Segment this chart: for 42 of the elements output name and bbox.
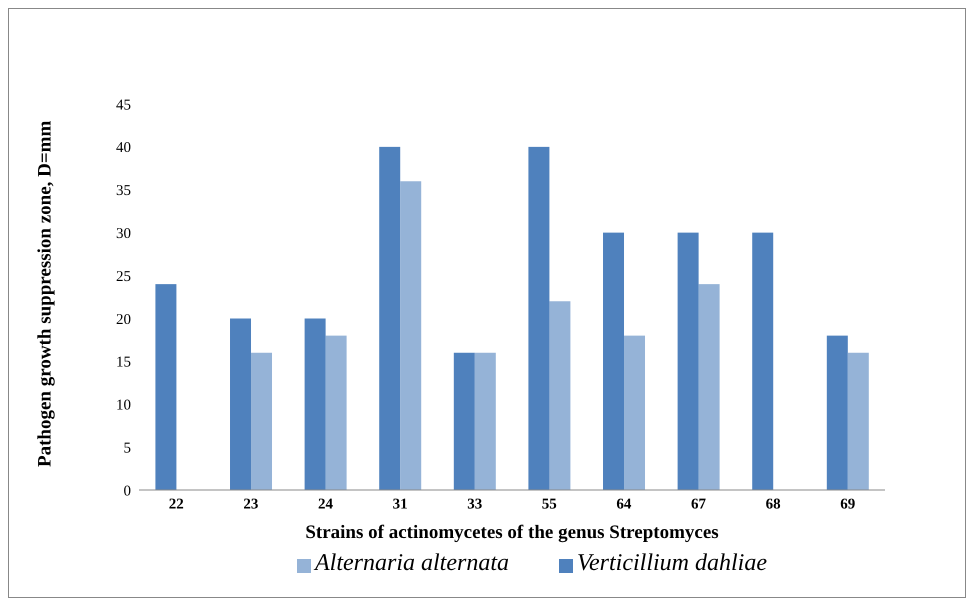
x-tick-label: 23 xyxy=(243,496,258,513)
bar xyxy=(304,318,326,490)
bar xyxy=(603,232,624,490)
x-tick-label: 55 xyxy=(542,496,557,513)
bar xyxy=(454,352,475,490)
x-tick-label: 64 xyxy=(616,496,632,513)
x-tick-label: 69 xyxy=(840,496,856,513)
y-tick-label: 35 xyxy=(116,183,131,200)
bar xyxy=(400,181,422,490)
x-axis-title: Strains of actinomycetes of the genus Streptomyces xyxy=(305,522,719,543)
x-tick-label: 31 xyxy=(392,496,408,513)
bar xyxy=(251,352,272,490)
y-axis-title: Pathogen growth suppression zone, D=mm xyxy=(34,120,56,467)
bar xyxy=(848,352,869,490)
bar xyxy=(698,284,720,490)
x-tick-label: 24 xyxy=(318,496,334,513)
y-tick-label: 5 xyxy=(124,440,131,456)
legend-label: Verticillium dahliae xyxy=(577,550,767,576)
bar xyxy=(155,284,176,490)
y-tick-label: 45 xyxy=(116,97,131,114)
x-tick-label: 68 xyxy=(766,496,781,513)
bar xyxy=(752,232,774,490)
y-tick-label: 30 xyxy=(116,226,131,242)
x-tick-label: 67 xyxy=(691,496,706,513)
bar xyxy=(326,336,347,490)
y-tick-label: 0 xyxy=(124,483,131,500)
bar xyxy=(230,318,252,490)
bar xyxy=(379,146,400,490)
x-tick-label: 22 xyxy=(168,496,184,513)
y-tick-label: 40 xyxy=(116,140,131,156)
bar xyxy=(826,336,848,490)
y-tick-label: 20 xyxy=(116,312,131,328)
bar xyxy=(528,146,550,490)
bar xyxy=(474,352,496,490)
y-tick-label: 25 xyxy=(116,268,131,285)
y-tick-label: 15 xyxy=(116,354,131,371)
x-tick-label: 33 xyxy=(467,496,482,513)
bar xyxy=(549,301,570,490)
bar xyxy=(678,232,699,490)
legend-label: Alternaria alternata xyxy=(315,550,509,576)
y-tick-label: 10 xyxy=(116,398,131,414)
bar xyxy=(624,336,646,490)
